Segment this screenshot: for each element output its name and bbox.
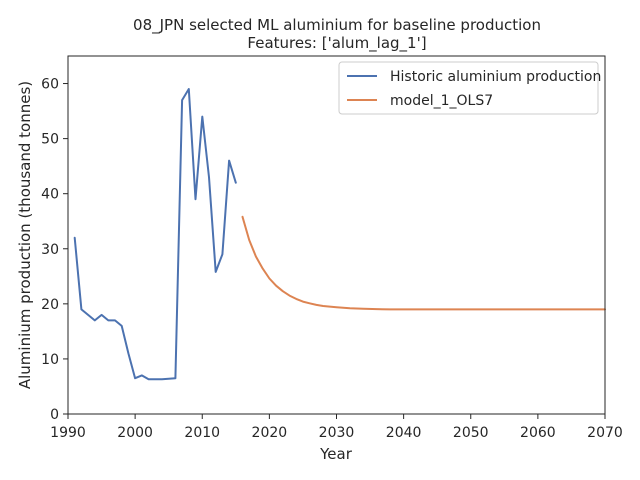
x-axis-label: Year <box>319 445 353 463</box>
y-axis-label: Aluminium production (thousand tonnes) <box>16 81 34 389</box>
x-tick-label: 2010 <box>184 425 220 441</box>
series-layer <box>73 88 606 381</box>
x-tick-label: 2020 <box>252 425 288 441</box>
y-tick-label: 50 <box>41 132 59 148</box>
y-tick-label: 30 <box>41 242 59 258</box>
y-tick-label: 0 <box>50 407 59 423</box>
x-tick-label: 2050 <box>453 425 489 441</box>
x-tick-label: 2030 <box>319 425 355 441</box>
legend-label-model: model_1_OLS7 <box>390 93 493 109</box>
chart-title: 08_JPN selected ML aluminium for baselin… <box>133 16 541 35</box>
x-tick-label: 2000 <box>117 425 153 441</box>
series-line-model <box>241 215 606 311</box>
y-tick-label: 40 <box>41 187 59 203</box>
x-tick-label: 1990 <box>50 425 86 441</box>
x-axis: 1990 2000 2010 2020 2030 2040 2050 2060 2070 <box>50 414 623 441</box>
x-tick-label: 2040 <box>386 425 422 441</box>
x-tick-label: 2060 <box>520 425 556 441</box>
y-tick-label: 60 <box>41 77 59 93</box>
y-tick-label: 20 <box>41 297 59 313</box>
legend-box <box>338 61 599 115</box>
x-tick-label: 2070 <box>587 425 623 441</box>
legend: Historic aluminium production model_1_OL… <box>338 61 601 115</box>
y-tick-label: 10 <box>41 352 59 368</box>
series-line-historic <box>73 88 237 381</box>
chart-subtitle: Features: ['alum_lag_1'] <box>247 34 426 53</box>
legend-label-historic: Historic aluminium production <box>390 69 601 85</box>
y-axis: 0 10 20 30 40 50 60 <box>41 77 68 423</box>
